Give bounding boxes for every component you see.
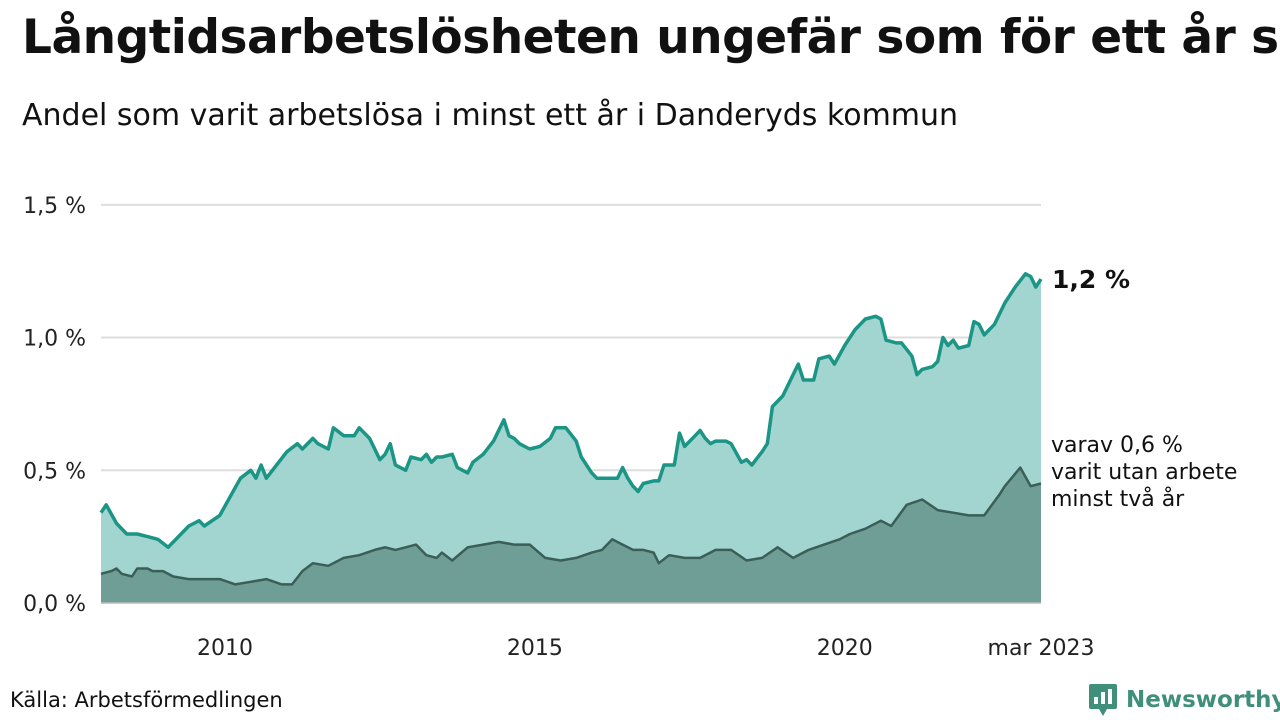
- chart-title: Långtidsarbetslösheten ungefär som för e…: [22, 10, 1280, 65]
- x-tick-label: 2010: [197, 636, 253, 661]
- x-tick-label: 2015: [507, 636, 563, 661]
- axis-layer: 0,0 % 0,5 % 1,0 % 1,5 % 2010 2015 2020 mar 2023: [23, 194, 1094, 661]
- brand-logo: Newsworthy: [1088, 683, 1280, 717]
- line-layer: [99, 272, 1043, 586]
- y-tick-label: 0,5 %: [23, 459, 86, 484]
- area-long-term: [101, 467, 1041, 603]
- annotation-line: varit utan arbete: [1051, 460, 1237, 485]
- newsworthy-logo-icon: [1089, 684, 1117, 716]
- x-tick-label: mar 2023: [988, 636, 1095, 661]
- line-long-term: [100, 466, 1042, 586]
- y-tick-label: 1,0 %: [23, 327, 86, 352]
- source-note: Källa: Arbetsförmedlingen: [10, 688, 283, 712]
- chart-subtitle: Andel som varit arbetslösa i minst ett å…: [22, 98, 959, 133]
- y-tick-label: 1,5 %: [23, 194, 86, 219]
- brand-name: Newsworthy: [1126, 687, 1280, 713]
- line-total: [99, 272, 1043, 550]
- annotation-line: minst två år: [1051, 486, 1185, 512]
- area-layer: [101, 273, 1041, 603]
- end-value-label: 1,2 %: [1052, 265, 1130, 294]
- x-tick-label: 2020: [817, 636, 873, 661]
- area-total: [101, 273, 1041, 603]
- y-tick-label: 0,0 %: [23, 592, 86, 617]
- annotation-line: varav 0,6 %: [1051, 433, 1183, 458]
